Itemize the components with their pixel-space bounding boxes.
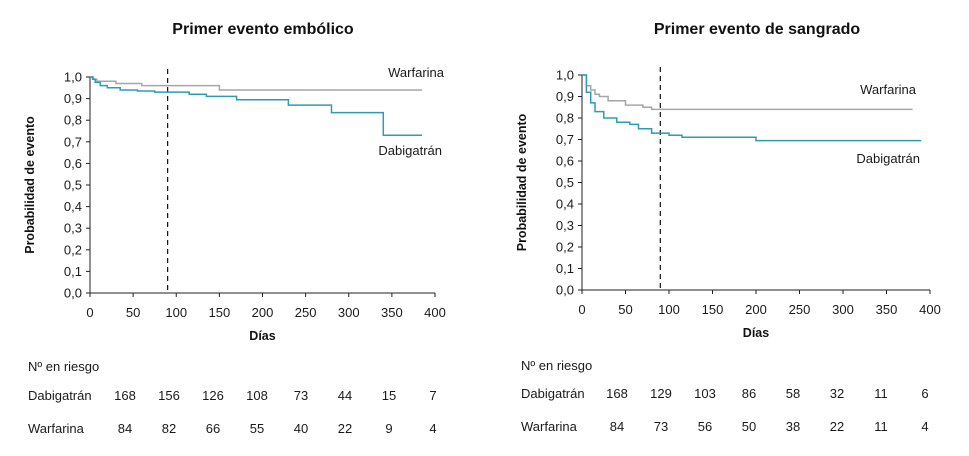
x-tick-label: 200 xyxy=(252,305,274,320)
x-tick-label: 350 xyxy=(876,302,898,317)
y-axis-label: Probabilidad de evento xyxy=(515,113,529,251)
risk-cell: 22 xyxy=(830,419,844,434)
risk-cell: 44 xyxy=(338,388,352,403)
y-tick-label: 0,6 xyxy=(556,154,574,169)
risk-cell: 15 xyxy=(382,388,396,403)
risk-cell: 4 xyxy=(921,419,928,434)
x-tick-label: 400 xyxy=(919,302,941,317)
risk-cell: 86 xyxy=(742,386,756,401)
x-tick-label: 400 xyxy=(424,305,446,320)
risk-cell: 108 xyxy=(246,388,268,403)
risk-cell: 11 xyxy=(874,386,888,401)
series-label-dabigatran: Dabigatrán xyxy=(378,143,442,158)
risk-cell: 22 xyxy=(338,421,352,436)
chart-title: Primer evento de sangrado xyxy=(654,21,861,38)
risk-row-label: Warfarina xyxy=(521,419,578,434)
x-tick-label: 350 xyxy=(381,305,403,320)
y-tick-label: 0,3 xyxy=(556,218,574,233)
y-tick-label: 0,5 xyxy=(556,175,574,190)
risk-cell: 38 xyxy=(786,419,800,434)
risk-cell: 50 xyxy=(742,419,756,434)
x-tick-label: 100 xyxy=(165,305,187,320)
chart-title: Primer evento embólico xyxy=(172,21,354,38)
y-tick-label: 0,3 xyxy=(64,221,82,236)
y-tick-label: 0,6 xyxy=(64,156,82,171)
risk-cell: 55 xyxy=(250,421,264,436)
y-tick-label: 0,9 xyxy=(64,91,82,106)
x-tick-label: 100 xyxy=(658,302,680,317)
x-tick-label: 200 xyxy=(745,302,767,317)
y-tick-label: 0,4 xyxy=(556,197,574,212)
risk-cell: 40 xyxy=(294,421,308,436)
x-axis-label: Días xyxy=(249,329,275,343)
y-tick-label: 0,5 xyxy=(64,178,82,193)
y-axis-label: Probabilidad de evento xyxy=(23,116,37,254)
y-tick-label: 0,0 xyxy=(556,283,574,298)
series-line-dabigatran xyxy=(582,74,922,142)
risk-cell: 11 xyxy=(874,419,888,434)
x-tick-label: 0 xyxy=(578,302,585,317)
series-line-dabigatran xyxy=(90,76,423,137)
risk-cell: 32 xyxy=(830,386,844,401)
y-tick-label: 0,0 xyxy=(64,286,82,301)
risk-cell: 84 xyxy=(118,421,132,436)
chart-bleeding-event: Primer evento de sangrado 0,0 0,1 0,2 0,3 0,… xyxy=(515,21,941,434)
y-tick-label: 0,9 xyxy=(556,89,574,104)
risk-table-header: Nº en riesgo xyxy=(521,358,592,373)
x-axis-label: Días xyxy=(743,326,769,340)
risk-row-label: Dabigatrán xyxy=(28,388,92,403)
risk-row-label: Warfarina xyxy=(28,421,85,436)
risk-cell: 103 xyxy=(694,386,716,401)
series-line-warfarina xyxy=(90,76,423,91)
series-label-warfarina: Warfarina xyxy=(860,82,917,97)
x-tick-label: 250 xyxy=(789,302,811,317)
x-tick-label: 150 xyxy=(702,302,724,317)
risk-cell: 4 xyxy=(429,421,436,436)
risk-row-label: Dabigatrán xyxy=(521,386,585,401)
risk-cell: 56 xyxy=(698,419,712,434)
chart-embolic-event: Primer evento embólico 0,0 0,1 0,2 0,3 0,4 0,… xyxy=(23,21,446,436)
y-tick-label: 0,7 xyxy=(556,132,574,147)
risk-cell: 66 xyxy=(206,421,220,436)
y-tick-label: 0,2 xyxy=(64,242,82,257)
risk-cell: 73 xyxy=(654,419,668,434)
risk-cell: 73 xyxy=(294,388,308,403)
risk-cell: 82 xyxy=(162,421,176,436)
y-tick-label: 1,0 xyxy=(556,68,574,83)
risk-cell: 168 xyxy=(114,388,136,403)
risk-table-header: Nº en riesgo xyxy=(28,359,99,374)
x-tick-label: 250 xyxy=(295,305,317,320)
series-label-dabigatran: Dabigatrán xyxy=(856,151,920,166)
risk-cell: 58 xyxy=(786,386,800,401)
risk-cell: 156 xyxy=(158,388,180,403)
risk-cell: 7 xyxy=(429,388,436,403)
series-line-warfarina xyxy=(582,74,913,111)
risk-cell: 9 xyxy=(385,421,392,436)
x-tick-label: 50 xyxy=(126,305,140,320)
y-tick-label: 0,1 xyxy=(64,264,82,279)
risk-cell: 129 xyxy=(650,386,672,401)
y-tick-label: 0,2 xyxy=(556,240,574,255)
y-tick-label: 0,8 xyxy=(556,111,574,126)
series-label-warfarina: Warfarina xyxy=(388,65,445,80)
x-tick-label: 50 xyxy=(618,302,632,317)
y-tick-label: 1,0 xyxy=(64,70,82,85)
risk-cell: 168 xyxy=(606,386,628,401)
x-tick-label: 150 xyxy=(209,305,231,320)
y-tick-label: 0,1 xyxy=(556,261,574,276)
y-tick-label: 0,8 xyxy=(64,113,82,128)
risk-cell: 6 xyxy=(921,386,928,401)
x-tick-label: 300 xyxy=(338,305,360,320)
y-tick-label: 0,7 xyxy=(64,134,82,149)
x-tick-label: 0 xyxy=(86,305,93,320)
y-tick-label: 0,4 xyxy=(64,199,82,214)
risk-cell: 126 xyxy=(202,388,224,403)
risk-cell: 84 xyxy=(610,419,624,434)
x-tick-label: 300 xyxy=(832,302,854,317)
